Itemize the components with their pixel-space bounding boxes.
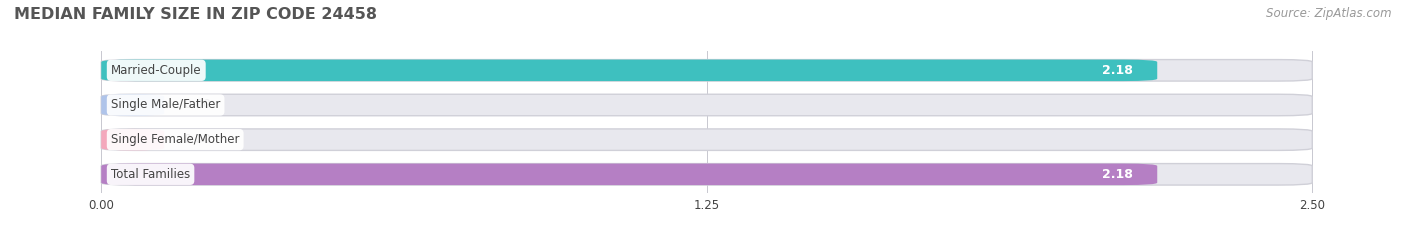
Text: 2.18: 2.18 bbox=[1102, 64, 1133, 77]
Text: Married-Couple: Married-Couple bbox=[111, 64, 201, 77]
Text: Source: ZipAtlas.com: Source: ZipAtlas.com bbox=[1267, 7, 1392, 20]
Text: Single Female/Mother: Single Female/Mother bbox=[111, 133, 239, 146]
FancyBboxPatch shape bbox=[101, 94, 1312, 116]
Text: 0.00: 0.00 bbox=[184, 99, 211, 112]
FancyBboxPatch shape bbox=[101, 129, 1312, 151]
Text: Total Families: Total Families bbox=[111, 168, 190, 181]
FancyBboxPatch shape bbox=[101, 60, 1312, 81]
Text: MEDIAN FAMILY SIZE IN ZIP CODE 24458: MEDIAN FAMILY SIZE IN ZIP CODE 24458 bbox=[14, 7, 377, 22]
Text: Single Male/Father: Single Male/Father bbox=[111, 99, 221, 112]
FancyBboxPatch shape bbox=[101, 164, 1157, 185]
FancyBboxPatch shape bbox=[101, 129, 165, 151]
FancyBboxPatch shape bbox=[101, 94, 165, 116]
FancyBboxPatch shape bbox=[101, 60, 1157, 81]
FancyBboxPatch shape bbox=[101, 164, 1312, 185]
Text: 2.18: 2.18 bbox=[1102, 168, 1133, 181]
Text: 0.00: 0.00 bbox=[184, 133, 211, 146]
